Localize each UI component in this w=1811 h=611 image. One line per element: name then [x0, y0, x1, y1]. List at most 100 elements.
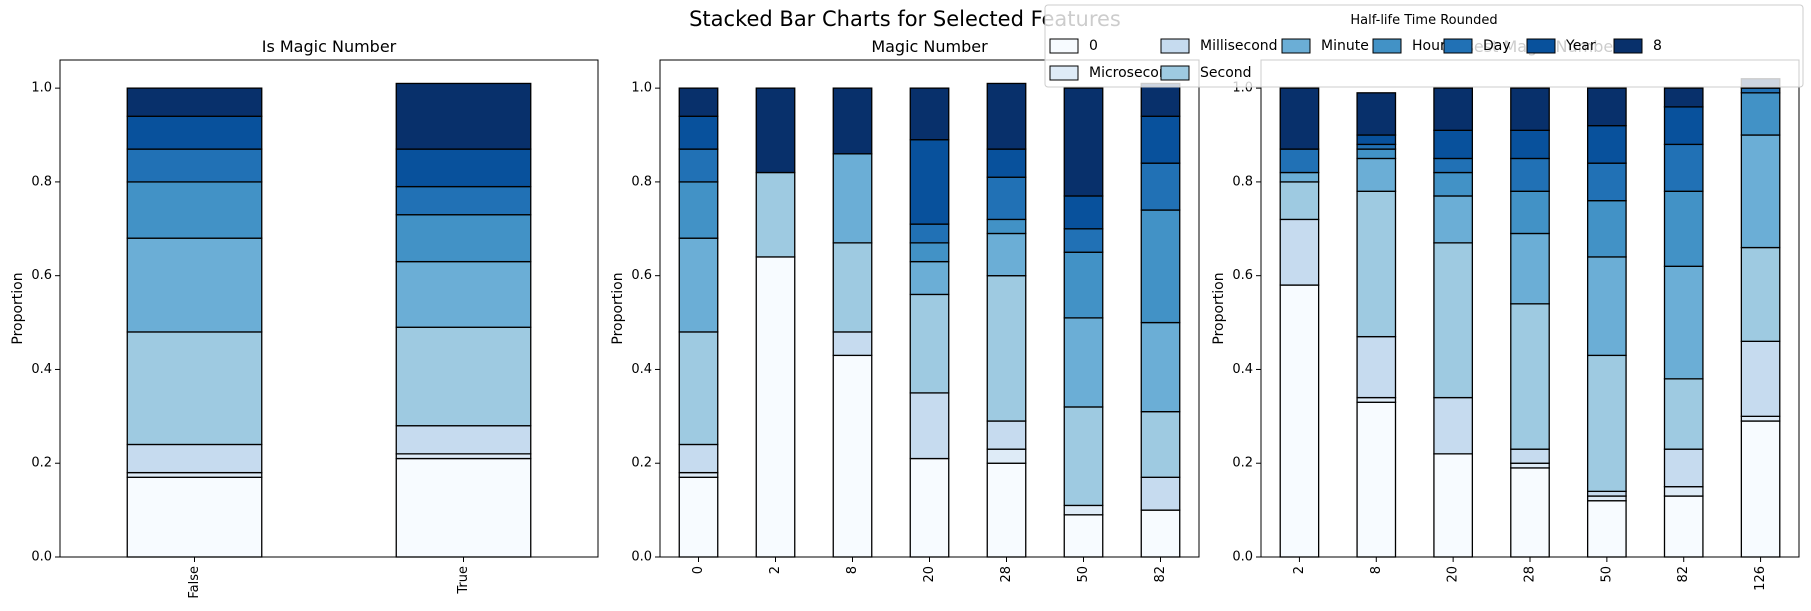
bar-segment — [1356, 134, 1397, 146]
bar-segment — [1140, 162, 1181, 211]
x-tick-label: 82 — [1676, 566, 1691, 583]
bar-segment — [1063, 406, 1104, 507]
y-axis-label: Proportion — [610, 272, 626, 344]
legend-swatch — [1613, 38, 1643, 54]
bar-segment — [1740, 87, 1781, 94]
bar-segment — [755, 171, 796, 258]
legend-swatch — [1526, 38, 1556, 54]
bar-segment — [1663, 87, 1704, 108]
legend-swatch — [1160, 65, 1190, 81]
legend-box — [1044, 4, 1804, 88]
bar-segment — [1510, 448, 1550, 464]
legend-label: 0 — [1089, 38, 1098, 54]
bar-segment — [126, 148, 263, 183]
bar-segment — [1586, 87, 1627, 127]
bar-segment — [832, 354, 873, 558]
bar-segment — [395, 326, 532, 427]
bar-segment — [1510, 129, 1550, 160]
bar-segment — [395, 214, 532, 263]
legend-label: Minute — [1321, 38, 1369, 54]
bar-segment — [678, 115, 719, 150]
legend-label: Year — [1565, 38, 1596, 54]
y-axis-label: Proportion — [10, 272, 26, 344]
bar-segment — [1356, 92, 1397, 136]
bar-segment — [678, 471, 719, 478]
x-tick-label: 8 — [1369, 566, 1384, 574]
bar-segment — [1740, 134, 1781, 249]
bar-segment — [986, 462, 1027, 558]
bar-segment — [909, 87, 950, 141]
y-tick-label: 0.0 — [631, 550, 652, 565]
legend-swatch — [1160, 38, 1190, 54]
bar-segment — [1663, 448, 1704, 488]
legend-swatch — [1372, 38, 1402, 54]
y-tick-label: 0.6 — [31, 268, 52, 283]
bar-segment — [986, 176, 1027, 221]
bar-segment — [1586, 354, 1627, 493]
y-tick-label: 0.0 — [31, 550, 52, 565]
bar-segment — [1356, 157, 1397, 192]
bar-segment — [1356, 335, 1397, 399]
bar-segment — [1510, 232, 1550, 305]
bar-segment — [126, 331, 263, 446]
bar-segment — [1740, 420, 1781, 558]
bar-segment — [1140, 411, 1181, 478]
panel-title: Magic Number — [871, 37, 988, 56]
bar-segment — [1663, 106, 1704, 146]
bar-segment — [126, 471, 263, 478]
y-tick-label: 1.0 — [31, 81, 52, 96]
bar-segment — [1433, 396, 1474, 455]
legend-label: 8 — [1653, 38, 1662, 54]
legend-label: Microsecond — [1089, 65, 1177, 81]
bar-segment — [909, 242, 950, 263]
y-tick-label: 0.6 — [631, 268, 652, 283]
bar-segment — [755, 256, 796, 558]
legend-swatch — [1049, 65, 1079, 81]
bar-segment — [1140, 476, 1181, 511]
bar-segment — [755, 87, 796, 174]
x-tick-label: True — [456, 566, 471, 595]
legend-label: Hour — [1412, 38, 1446, 54]
bar-segment — [1510, 467, 1550, 558]
y-tick-label: 0.4 — [631, 362, 652, 377]
x-tick-label: 50 — [1076, 566, 1091, 583]
bar-segment — [1510, 157, 1550, 192]
bar-segment — [1586, 256, 1627, 357]
bar-segment — [909, 223, 950, 244]
bar-segment — [1510, 87, 1550, 131]
x-tick-label: 126 — [1753, 566, 1768, 591]
y-tick-label: 0.2 — [631, 456, 652, 471]
bar-segment — [395, 457, 532, 558]
bar-segment — [678, 181, 719, 239]
bar-segment — [1433, 129, 1474, 160]
bar-segment — [678, 148, 719, 183]
bar-segment — [832, 331, 873, 357]
x-tick-label: 82 — [1153, 566, 1168, 583]
x-tick-label: 2 — [1292, 566, 1307, 574]
axes-frame — [59, 59, 599, 558]
bar-segment — [832, 153, 873, 244]
bar-segment — [986, 218, 1027, 235]
x-tick-label: False — [187, 566, 202, 599]
bar-segment — [986, 82, 1027, 150]
bar-segment — [986, 448, 1027, 464]
bar-segment — [126, 476, 263, 558]
chart-panel-3: Closest Magic Number28202850821260.00.20… — [1211, 37, 1800, 591]
bar-segment — [395, 260, 532, 328]
bar-segment — [1279, 171, 1320, 183]
bar-segment — [909, 293, 950, 394]
y-tick-label: 0.2 — [1232, 456, 1253, 471]
legend-swatch — [1281, 38, 1311, 54]
bar-segment — [126, 181, 263, 239]
bar-segment — [1663, 143, 1704, 192]
bar-segment — [986, 148, 1027, 178]
bar-segment — [126, 237, 263, 333]
y-tick-label: 0.6 — [1232, 268, 1253, 283]
bar-segment — [395, 453, 532, 460]
bar-segment — [1063, 195, 1104, 230]
bar-segment — [678, 87, 719, 117]
bar-segment — [678, 476, 719, 558]
x-tick-label: 20 — [922, 566, 937, 583]
bar-segment — [1586, 490, 1627, 497]
